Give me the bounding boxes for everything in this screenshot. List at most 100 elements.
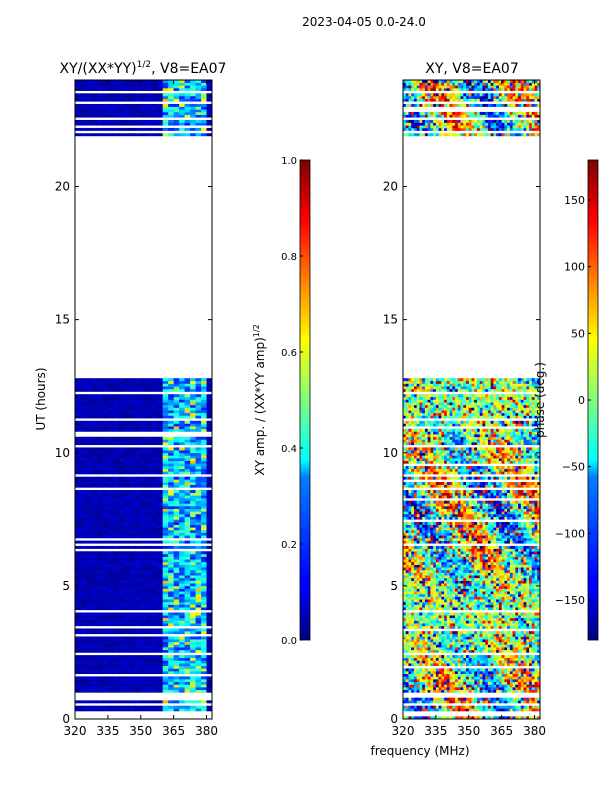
heatmap-cell	[537, 649, 540, 653]
heatmap-cell	[91, 458, 98, 462]
heatmap-cell	[534, 647, 538, 651]
heatmap-cell	[75, 495, 81, 499]
heatmap-cell	[493, 623, 497, 627]
heatmap-cell	[113, 93, 120, 97]
heatmap-cell	[102, 508, 109, 512]
heatmap-cell	[460, 657, 464, 661]
heatmap-cell	[411, 631, 415, 635]
heatmap-cell	[91, 551, 98, 555]
heatmap-cell	[411, 716, 415, 719]
heatmap-cell	[113, 647, 120, 651]
heatmap-cell	[504, 617, 508, 621]
heatmap-cell	[75, 575, 81, 579]
heatmap-cell	[190, 540, 196, 544]
x-tick-label: 320	[64, 724, 87, 738]
heatmap-cell	[140, 109, 147, 113]
heatmap-cell	[537, 601, 540, 605]
heatmap-cell	[91, 436, 98, 440]
heatmap-cell	[498, 673, 503, 677]
heatmap-cell	[403, 623, 407, 627]
heatmap-cell	[107, 466, 114, 470]
heatmap-cell	[206, 495, 212, 499]
heatmap-cell	[75, 580, 81, 584]
heatmap-cell	[408, 644, 412, 648]
heatmap-cell	[438, 700, 442, 704]
heatmap-cell	[438, 615, 442, 619]
heatmap-cell	[466, 636, 470, 640]
heatmap-cell	[424, 684, 429, 688]
heatmap-cell	[113, 532, 120, 536]
heatmap-cell	[529, 601, 533, 605]
heatmap-cell	[96, 628, 103, 632]
heatmap-cell	[526, 687, 530, 691]
heatmap-cell	[184, 572, 191, 576]
heatmap-cell	[190, 460, 196, 464]
heatmap-cell	[520, 700, 524, 704]
heatmap-cell	[531, 647, 535, 651]
heatmap-cell	[507, 617, 511, 621]
heatmap-cell	[157, 649, 164, 653]
heatmap-cell	[91, 495, 98, 499]
heatmap-cell	[507, 615, 511, 619]
heatmap-cell	[206, 127, 212, 131]
heatmap-cell	[195, 439, 202, 443]
heatmap-cell	[487, 676, 492, 680]
heatmap-cell	[501, 657, 505, 661]
heatmap-cell	[146, 500, 153, 504]
heatmap-cell	[124, 527, 131, 531]
heatmap-cell	[179, 378, 185, 382]
heatmap-cell	[184, 95, 191, 99]
heatmap-cell	[206, 519, 212, 523]
heatmap-cell	[113, 439, 120, 443]
heatmap-cell	[422, 612, 426, 616]
heatmap-cell	[534, 607, 538, 611]
heatmap-cell	[124, 471, 131, 475]
heatmap-cell	[107, 689, 114, 693]
heatmap-cell	[512, 644, 516, 648]
heatmap-cell	[523, 644, 527, 648]
heatmap-cell	[140, 87, 147, 91]
heatmap-cell	[124, 415, 131, 419]
heatmap-cell	[173, 471, 180, 475]
heatmap-cell	[146, 516, 153, 520]
heatmap-cell	[452, 633, 456, 637]
heatmap-cell	[179, 596, 185, 600]
heatmap-cell	[118, 585, 125, 589]
heatmap-cell	[140, 383, 147, 387]
heatmap-cell	[515, 620, 519, 624]
heatmap-cell	[85, 428, 92, 432]
heatmap-cell	[107, 500, 114, 504]
heatmap-cell	[80, 463, 87, 467]
heatmap-cell	[419, 708, 423, 712]
heatmap-cell	[107, 679, 114, 683]
heatmap-cell	[424, 716, 429, 719]
heatmap-cell	[509, 657, 513, 661]
heatmap-cell	[135, 458, 142, 462]
heatmap-cell	[496, 684, 500, 688]
heatmap-cell	[113, 615, 120, 619]
heatmap-cell	[518, 716, 522, 719]
heatmap-cell	[75, 668, 81, 672]
heatmap-cell	[173, 551, 180, 555]
heatmap-cell	[96, 567, 103, 571]
heatmap-cell	[512, 641, 516, 645]
heatmap-cell	[457, 716, 461, 719]
heatmap-cell	[444, 708, 448, 712]
heatmap-cell	[201, 676, 207, 680]
heatmap-cell	[518, 599, 522, 603]
heatmap-cell	[466, 705, 470, 709]
heatmap-cell	[96, 106, 103, 110]
heatmap-cell	[157, 580, 164, 584]
heatmap-cell	[444, 633, 448, 637]
heatmap-cell	[80, 577, 87, 581]
heatmap-cell	[460, 625, 464, 629]
heatmap-cell	[485, 599, 489, 603]
heatmap-cell	[515, 617, 519, 621]
heatmap-cell	[457, 631, 461, 635]
heatmap-cell	[118, 506, 125, 509]
heatmap-cell	[118, 476, 125, 480]
heatmap-cell	[173, 410, 180, 414]
heatmap-cell	[85, 617, 92, 621]
heatmap-cell	[124, 620, 131, 624]
heatmap-cell	[405, 671, 409, 675]
